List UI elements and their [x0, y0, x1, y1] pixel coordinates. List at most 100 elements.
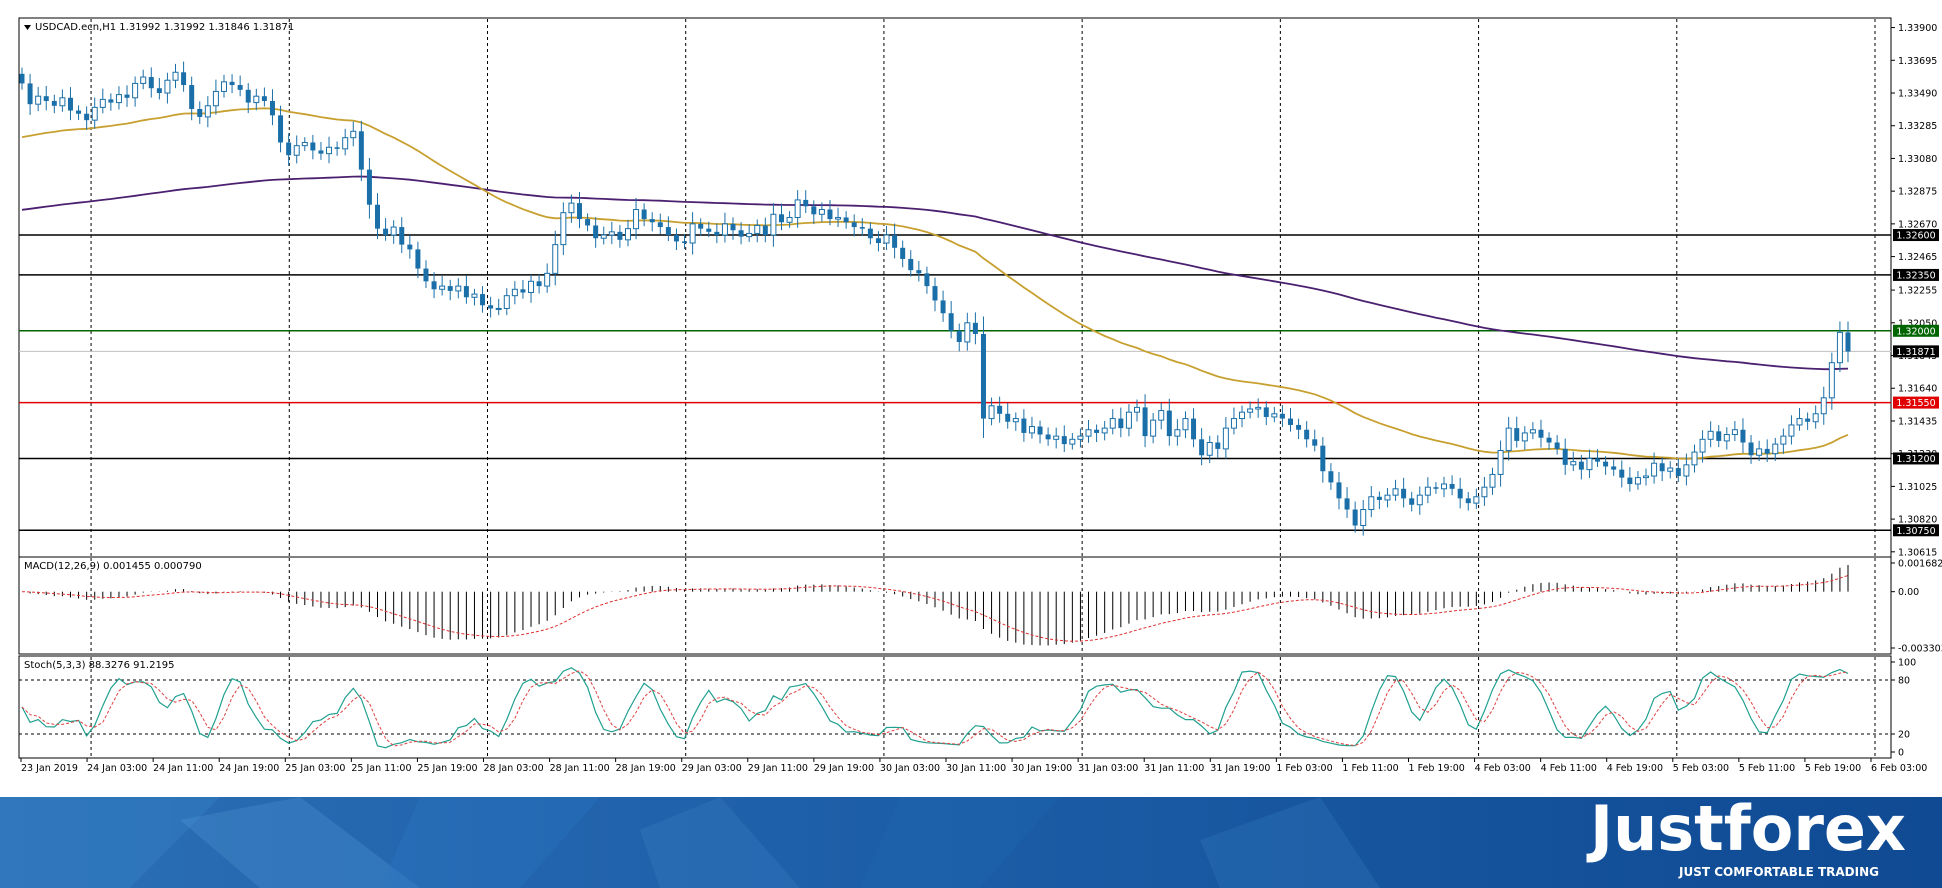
- stoch-tick-label: 100: [1898, 658, 1916, 669]
- candle-body: [1764, 448, 1770, 454]
- candle-body: [706, 228, 712, 232]
- candle-body: [1222, 427, 1229, 450]
- time-tick-label: 5 Feb 03:00: [1673, 763, 1729, 774]
- candle-body: [1158, 410, 1165, 421]
- stoch-tick-label: 20: [1898, 730, 1910, 741]
- price-tick-label: 1.33900: [1898, 23, 1937, 34]
- candle-body: [1699, 438, 1706, 453]
- candle-body: [1271, 413, 1278, 418]
- candle-body: [1481, 486, 1488, 498]
- level-label: 1.32350: [1896, 270, 1935, 281]
- candle-body: [1199, 439, 1205, 456]
- candle-body: [488, 305, 494, 309]
- candle-body: [1578, 461, 1584, 470]
- candle-body: [811, 206, 817, 215]
- candle-body: [1085, 429, 1092, 437]
- level-label-bg: [1893, 396, 1939, 409]
- ma-slow-path: [21, 175, 1849, 371]
- candle-body: [867, 228, 873, 239]
- candle-body: [35, 95, 42, 105]
- time-tick-label: 28 Jan 03:00: [484, 763, 544, 774]
- candle-body: [480, 294, 486, 306]
- candle-body: [1707, 430, 1714, 440]
- candle-body: [124, 94, 130, 98]
- candle-body: [721, 223, 728, 236]
- time-tick-label: 24 Jan 11:00: [153, 763, 213, 774]
- candle-body: [1401, 488, 1407, 499]
- candle-body: [924, 273, 930, 287]
- candle-body: [520, 289, 526, 293]
- candle-body: [980, 333, 986, 419]
- candle-body: [649, 219, 655, 223]
- candle-body: [1562, 448, 1568, 465]
- level-label-bg: [1893, 324, 1939, 337]
- time-tick-label: 5 Feb 11:00: [1739, 763, 1795, 774]
- candle-body: [148, 77, 154, 89]
- candle-body: [1360, 509, 1367, 526]
- candle-body: [1125, 411, 1132, 429]
- candle-body: [1611, 466, 1617, 470]
- candle-body: [1731, 429, 1738, 436]
- candle-body: [859, 227, 865, 229]
- candle-body: [738, 230, 744, 237]
- candle-body: [997, 405, 1003, 414]
- time-tick-label: 25 Jan 11:00: [351, 763, 411, 774]
- candle-body: [536, 281, 542, 287]
- candle-body: [916, 270, 922, 274]
- candle-body: [1392, 488, 1399, 496]
- time-tick-label: 30 Jan 11:00: [946, 763, 1006, 774]
- time-tick-label: 29 Jan 19:00: [814, 763, 874, 774]
- stoch-tick-label: 0: [1898, 748, 1904, 759]
- candle-body: [1473, 496, 1480, 504]
- candle-body: [358, 131, 364, 170]
- candle-body: [1053, 435, 1060, 440]
- candle-body: [84, 113, 90, 121]
- candle-body: [1691, 451, 1698, 466]
- candle-body: [1570, 461, 1577, 466]
- candle-body: [1101, 427, 1108, 434]
- candle-body: [1133, 406, 1140, 413]
- candle-body: [900, 247, 906, 259]
- candle-body: [278, 115, 284, 143]
- macd-tick-label: -0.003303: [1898, 644, 1942, 655]
- candle-body: [181, 72, 187, 86]
- candle-body: [1328, 471, 1334, 483]
- triangle-down-icon[interactable]: [24, 25, 31, 30]
- candle-body: [423, 268, 429, 282]
- stoch-levels: [19, 679, 1891, 735]
- candle-body: [76, 110, 82, 114]
- candle-body: [67, 97, 73, 111]
- price-tick-label: 1.33080: [1898, 154, 1937, 165]
- candle-body: [1344, 498, 1350, 510]
- price-tick-label: 1.32465: [1898, 252, 1937, 263]
- time-tick-label: 4 Feb 19:00: [1607, 763, 1663, 774]
- candle-body: [140, 76, 147, 84]
- candle-body: [1368, 496, 1375, 511]
- candle-body: [528, 280, 535, 293]
- candle-body: [1424, 486, 1431, 496]
- candle-body: [495, 307, 502, 310]
- price-tick-label: 1.33490: [1898, 89, 1937, 100]
- candle-body: [286, 142, 292, 156]
- candle-body: [1376, 496, 1382, 500]
- candle-body: [633, 209, 640, 230]
- candle-body: [350, 130, 357, 139]
- candle-body: [1812, 413, 1819, 423]
- candle-body: [1723, 434, 1730, 442]
- candle-body: [1505, 427, 1512, 451]
- candle-body: [1288, 418, 1294, 425]
- brand-banner: Justforex JUST COMFORTABLE TRADING: [0, 792, 1942, 888]
- candle-body: [1554, 442, 1560, 449]
- macd-vertical-grid: [90, 558, 1876, 653]
- candle-body: [544, 272, 551, 287]
- ma-fast-path: [21, 107, 1849, 460]
- candle-body: [1142, 407, 1148, 437]
- price-title: USDCAD.ecn,H1 1.31992 1.31992 1.31846 1.…: [35, 22, 294, 33]
- candle-body: [932, 286, 938, 301]
- candle-body: [1521, 432, 1528, 442]
- candle-body: [1845, 332, 1851, 352]
- stoch-d-line: [21, 670, 1849, 747]
- candle-body: [1352, 509, 1358, 526]
- candle-body: [730, 223, 736, 231]
